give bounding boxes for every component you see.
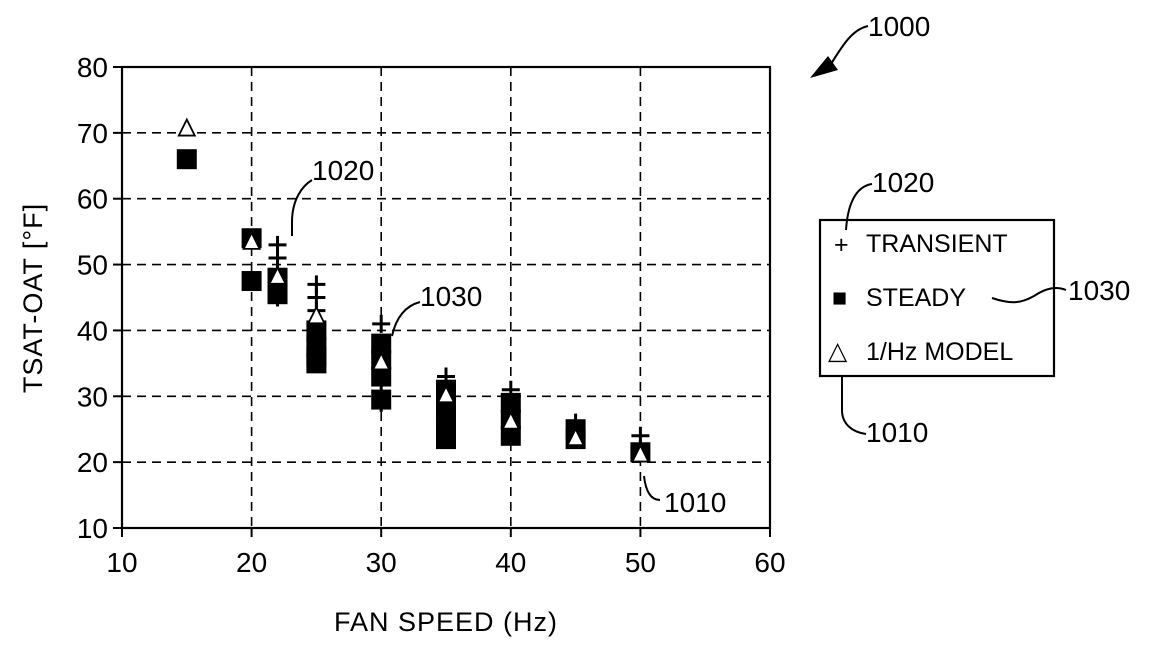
x-tick-labels: 10 20 30 40 50 60 bbox=[106, 528, 785, 578]
legend-symbol-model: △ bbox=[828, 337, 848, 365]
steady-point-2 bbox=[242, 271, 262, 291]
callout-1010-leader bbox=[644, 476, 660, 500]
transient-point-12 bbox=[372, 315, 390, 333]
y-axis-label: TSAT-OAT [°F] bbox=[18, 203, 48, 393]
legend-callout-1010-leader bbox=[842, 376, 866, 434]
steady-point-16 bbox=[436, 429, 456, 449]
callout-1030-label: 1030 bbox=[420, 281, 482, 312]
y-tick-label-20: 20 bbox=[77, 447, 108, 478]
y-tick-label-80: 80 bbox=[77, 52, 108, 83]
y-tick-label-60: 60 bbox=[77, 184, 108, 215]
callout-1020-leader bbox=[292, 180, 312, 236]
legend-callout-1020-label: 1020 bbox=[872, 167, 934, 198]
x-tick-label-30: 30 bbox=[366, 547, 397, 578]
legend-callout-1010-label: 1010 bbox=[866, 417, 928, 448]
legend-label-transient: TRANSIENT bbox=[866, 230, 1008, 258]
y-tick-label-10: 10 bbox=[77, 513, 108, 544]
legend: + TRANSIENT ■ STEADY △ 1/Hz MODEL 1020 1… bbox=[820, 167, 1130, 448]
x-tick-label-60: 60 bbox=[754, 547, 785, 578]
1-hz-model-point-0 bbox=[179, 120, 195, 136]
x-tick-label-10: 10 bbox=[106, 547, 137, 578]
legend-callout-1030-label: 1030 bbox=[1068, 275, 1130, 306]
x-axis-label: FAN SPEED (Hz) bbox=[334, 607, 558, 637]
steady-point-12 bbox=[371, 390, 391, 410]
y-tick-label-30: 30 bbox=[77, 381, 108, 412]
legend-symbol-steady: ■ bbox=[832, 284, 847, 312]
y-tick-label-70: 70 bbox=[77, 118, 108, 149]
callout-1020-label: 1020 bbox=[312, 155, 374, 186]
x-tick-label-50: 50 bbox=[625, 547, 656, 578]
legend-symbol-transient: + bbox=[834, 231, 849, 259]
x-tick-label-20: 20 bbox=[236, 547, 267, 578]
x-tick-label-40: 40 bbox=[495, 547, 526, 578]
figure-reference-label: 1000 bbox=[868, 11, 930, 42]
y-tick-label-40: 40 bbox=[77, 315, 108, 346]
legend-label-steady: STEADY bbox=[866, 284, 966, 312]
steady-point-4 bbox=[268, 284, 288, 304]
steady-point-0 bbox=[177, 149, 197, 169]
y-tick-labels: 10 20 30 40 50 60 70 80 bbox=[77, 52, 122, 544]
legend-callout-1020-leader bbox=[846, 184, 872, 230]
y-tick-label-50: 50 bbox=[77, 250, 108, 281]
legend-label-model: 1/Hz MODEL bbox=[866, 338, 1013, 366]
callout-1010-label: 1010 bbox=[664, 487, 726, 518]
steady-point-8 bbox=[306, 353, 326, 373]
data-marks bbox=[177, 120, 651, 463]
